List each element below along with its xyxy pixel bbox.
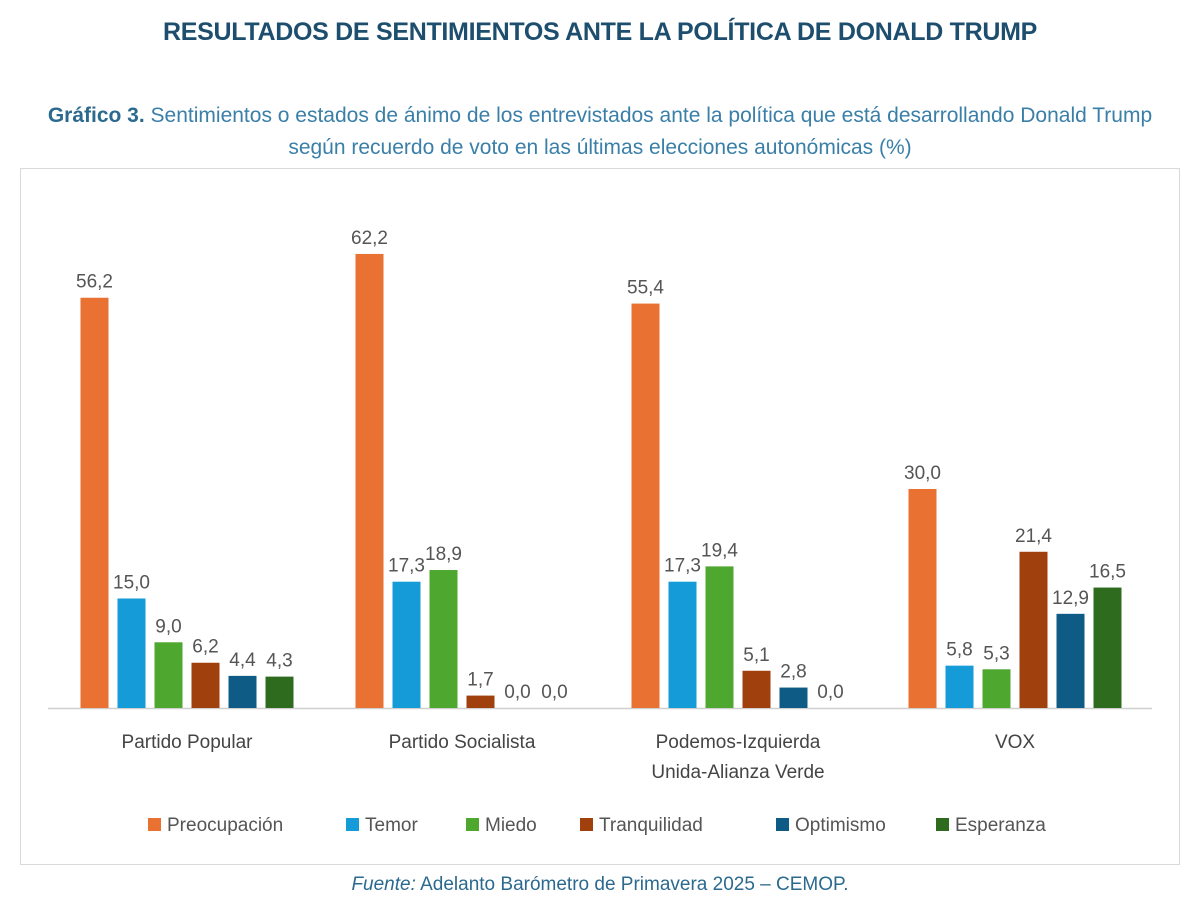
data-label: 21,4 (1015, 526, 1052, 547)
bar-3-0 (191, 662, 220, 708)
data-label: 5,1 (743, 645, 769, 666)
data-label: 1,7 (467, 670, 493, 691)
data-label: 0,0 (504, 682, 530, 703)
bar-1-2 (668, 581, 697, 708)
bar-0-2 (631, 303, 660, 708)
bar-2-2 (705, 566, 734, 708)
chart-frame (20, 168, 1180, 865)
bar-1-0 (117, 598, 146, 708)
data-label: 4,4 (229, 650, 256, 671)
data-label: 0,0 (541, 682, 567, 703)
data-label: 56,2 (76, 272, 113, 293)
data-label: 5,3 (983, 643, 1009, 664)
source-label: Fuente: (351, 874, 416, 895)
data-label: 17,3 (664, 556, 701, 577)
legend-swatch-1 (346, 818, 359, 831)
data-label: 62,2 (351, 228, 388, 249)
bar-4-2 (779, 687, 808, 708)
legend-swatch-4 (776, 818, 789, 831)
legend-swatch-3 (580, 818, 593, 831)
data-label: 55,4 (627, 278, 664, 299)
data-label: 5,8 (946, 640, 972, 661)
data-label: 19,4 (701, 540, 738, 561)
category-label: Partido Socialista (389, 732, 536, 753)
data-label: 15,0 (113, 573, 150, 594)
legend-label: Esperanza (955, 815, 1046, 836)
chart-number: Gráfico 3. (47, 104, 145, 127)
legend-label: Miedo (485, 815, 537, 836)
bar-0-3 (908, 489, 937, 708)
bar-0-0 (80, 297, 109, 708)
bar-3-1 (466, 695, 495, 708)
chart-title: Gráfico 3. Sentimientos o estados de áni… (20, 100, 1180, 164)
category-label: Unida-Alianza Verde (651, 762, 824, 783)
data-label: 0,0 (817, 682, 843, 703)
data-label: 4,3 (266, 651, 292, 672)
bar-1-3 (945, 665, 974, 708)
bar-5-3 (1093, 587, 1122, 708)
bar-2-0 (154, 642, 183, 708)
legend-swatch-5 (936, 818, 949, 831)
data-label: 18,9 (425, 544, 462, 565)
bar-4-0 (228, 675, 257, 708)
data-label: 2,8 (780, 662, 806, 683)
data-label: 30,0 (904, 463, 941, 484)
bar-5-0 (265, 676, 294, 708)
source-note: Fuente: Adelanto Barómetro de Primavera … (0, 874, 1200, 896)
bar-2-1 (429, 570, 458, 708)
data-label: 17,3 (388, 556, 425, 577)
category-label: Podemos-Izquierda (656, 732, 821, 753)
category-label: VOX (995, 732, 1035, 753)
main-title: RESULTADOS DE SENTIMIENTOS ANTE LA POLÍT… (163, 18, 1037, 46)
data-label: 16,5 (1089, 562, 1126, 583)
bar-1-1 (392, 581, 421, 708)
data-label: 6,2 (192, 637, 218, 658)
legend-label: Optimismo (795, 815, 886, 836)
bar-2-3 (982, 669, 1011, 708)
source-text: Adelanto Barómetro de Primavera 2025 – C… (415, 874, 849, 895)
legend-label: Temor (365, 815, 418, 836)
legend-swatch-2 (466, 818, 479, 831)
bar-4-3 (1056, 613, 1085, 708)
legend-label: Tranquilidad (599, 815, 703, 836)
bar-3-2 (742, 670, 771, 708)
chart-title-text: Sentimientos o estados de ánimo de los e… (150, 104, 1153, 159)
legend-swatch-0 (148, 818, 161, 831)
data-label: 9,0 (155, 616, 181, 637)
legend-label: Preocupación (167, 815, 283, 836)
bar-3-3 (1019, 551, 1048, 708)
bar-0-1 (355, 253, 384, 708)
data-label: 12,9 (1052, 588, 1089, 609)
category-label: Partido Popular (122, 732, 254, 753)
